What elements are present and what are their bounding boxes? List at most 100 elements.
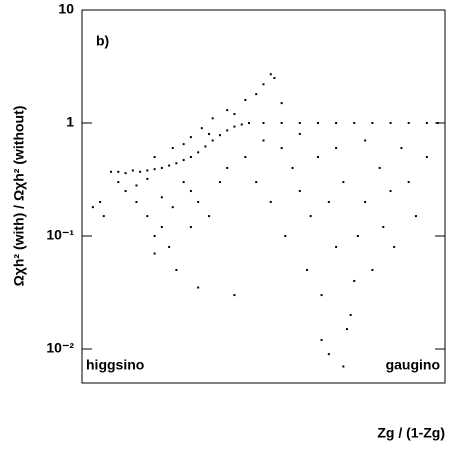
point [306,269,309,272]
point [117,170,120,173]
point [211,117,214,120]
point [153,252,156,255]
point [124,190,127,193]
point [124,172,127,175]
point [342,365,345,368]
point [255,93,258,96]
point [335,147,338,150]
point [160,226,163,229]
point [280,102,283,105]
point [211,139,214,142]
point [160,196,163,199]
point [298,132,301,135]
point [146,215,149,218]
point [320,339,323,342]
point [425,121,428,124]
point [218,181,221,184]
point [436,121,439,124]
point [226,166,229,169]
point [146,169,149,172]
point [135,184,138,187]
point [139,170,142,173]
point [189,136,192,139]
point [342,181,345,184]
point [327,200,330,203]
point [168,164,171,167]
point [349,313,352,316]
point [226,129,229,132]
point [160,166,163,169]
point [197,286,200,289]
point [153,234,156,237]
point [247,121,250,124]
y-tick-label: 1 [66,114,74,130]
point [153,156,156,159]
point [389,190,392,193]
point [353,121,356,124]
point [168,245,171,248]
point [197,151,200,154]
x-axis-label: Zg / (1-Zg) [377,425,445,441]
point [244,156,247,159]
y-axis-label: Ωχh² (with) / Ωχh² (without) [11,106,27,287]
region-label: higgsino [86,357,144,373]
plot-frame [81,9,446,384]
point [262,139,265,142]
point [353,279,356,282]
point [226,109,229,112]
point [218,134,221,137]
point [316,156,319,159]
point [393,245,396,248]
point [117,181,120,184]
point [345,328,348,331]
point [382,226,385,229]
point [240,123,243,126]
point [414,215,417,218]
point [364,139,367,142]
point [189,226,192,229]
point [371,269,374,272]
point [171,147,174,150]
point [407,181,410,184]
point [298,190,301,193]
point [316,121,319,124]
point [284,234,287,237]
point [102,215,105,218]
point [233,113,236,116]
point [91,206,94,209]
point [182,143,185,146]
point [320,294,323,297]
point [175,269,178,272]
point [335,121,338,124]
point [262,121,265,124]
point [356,234,359,237]
point [262,83,265,86]
point [269,200,272,203]
point [110,170,113,173]
point [327,353,330,356]
y-tick-label: 10⁻¹ [46,227,74,243]
point [335,245,338,248]
point [131,169,134,172]
point [280,147,283,150]
point [273,77,276,80]
point [298,121,301,124]
point [99,200,102,203]
point [208,215,211,218]
point [407,121,410,124]
point [182,159,185,162]
panel-label: b) [96,33,109,49]
y-tick-label: 10 [58,1,74,17]
point [189,190,192,193]
point [204,145,207,148]
point [233,294,236,297]
point [233,125,236,128]
point [425,156,428,159]
point [309,215,312,218]
point [189,156,192,159]
point [135,200,138,203]
point [389,121,392,124]
point [280,121,283,124]
point [269,73,272,76]
